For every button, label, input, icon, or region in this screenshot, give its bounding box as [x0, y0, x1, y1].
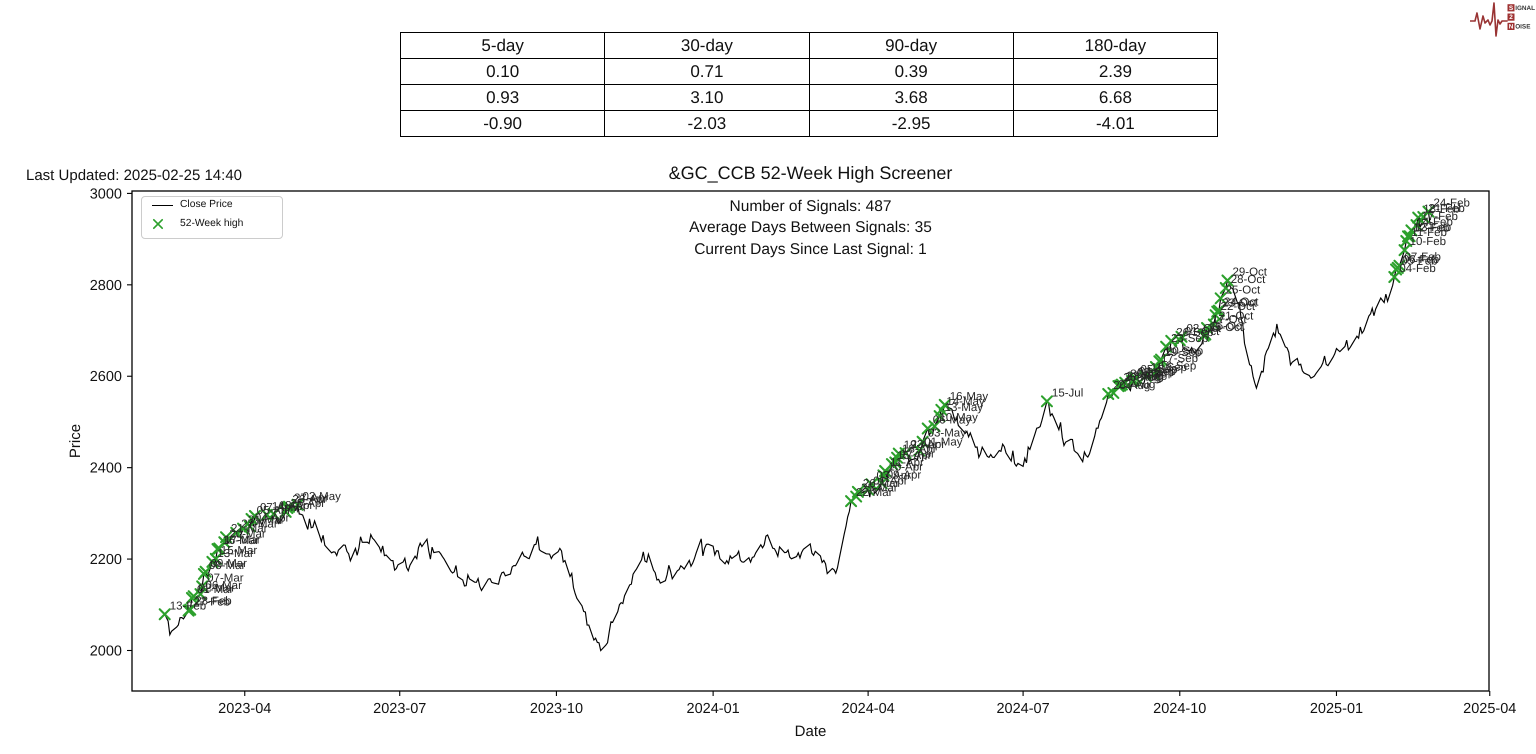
svg-text:2024-01: 2024-01: [687, 701, 740, 717]
svg-text:2025-04: 2025-04: [1463, 701, 1516, 717]
svg-text:20-Sep: 20-Sep: [1166, 346, 1203, 358]
svg-text:2600: 2600: [90, 369, 122, 385]
svg-text:3000: 3000: [90, 186, 122, 202]
svg-text:07-Feb: 07-Feb: [1404, 252, 1440, 264]
svg-text:2023-07: 2023-07: [373, 701, 426, 717]
svg-text:2023-04: 2023-04: [218, 701, 271, 717]
svg-text:Date: Date: [795, 723, 827, 740]
svg-text:29-Oct: 29-Oct: [1232, 267, 1267, 279]
svg-text:Price: Price: [67, 424, 84, 458]
svg-text:2800: 2800: [90, 278, 122, 294]
svg-text:2000: 2000: [90, 643, 122, 659]
svg-text:2025-01: 2025-01: [1310, 701, 1363, 717]
svg-text:2024-07: 2024-07: [996, 701, 1049, 717]
svg-text:2023-10: 2023-10: [530, 701, 583, 717]
svg-text:2024-10: 2024-10: [1153, 701, 1206, 717]
svg-text:28-Feb: 28-Feb: [195, 596, 231, 608]
svg-text:24-Oct: 24-Oct: [1224, 297, 1259, 309]
svg-text:02-May: 02-May: [303, 491, 342, 503]
svg-text:16-May: 16-May: [950, 391, 989, 403]
svg-text:25-Oct: 25-Oct: [1226, 284, 1261, 296]
svg-text:24-Feb: 24-Feb: [1433, 198, 1469, 210]
svg-text:2400: 2400: [90, 461, 122, 477]
svg-text:2024-04: 2024-04: [842, 701, 895, 717]
svg-text:15-Jul: 15-Jul: [1052, 387, 1083, 399]
svg-text:03-May: 03-May: [928, 428, 967, 440]
svg-text:07-Mar: 07-Mar: [207, 572, 244, 584]
svg-text:2200: 2200: [90, 552, 122, 568]
